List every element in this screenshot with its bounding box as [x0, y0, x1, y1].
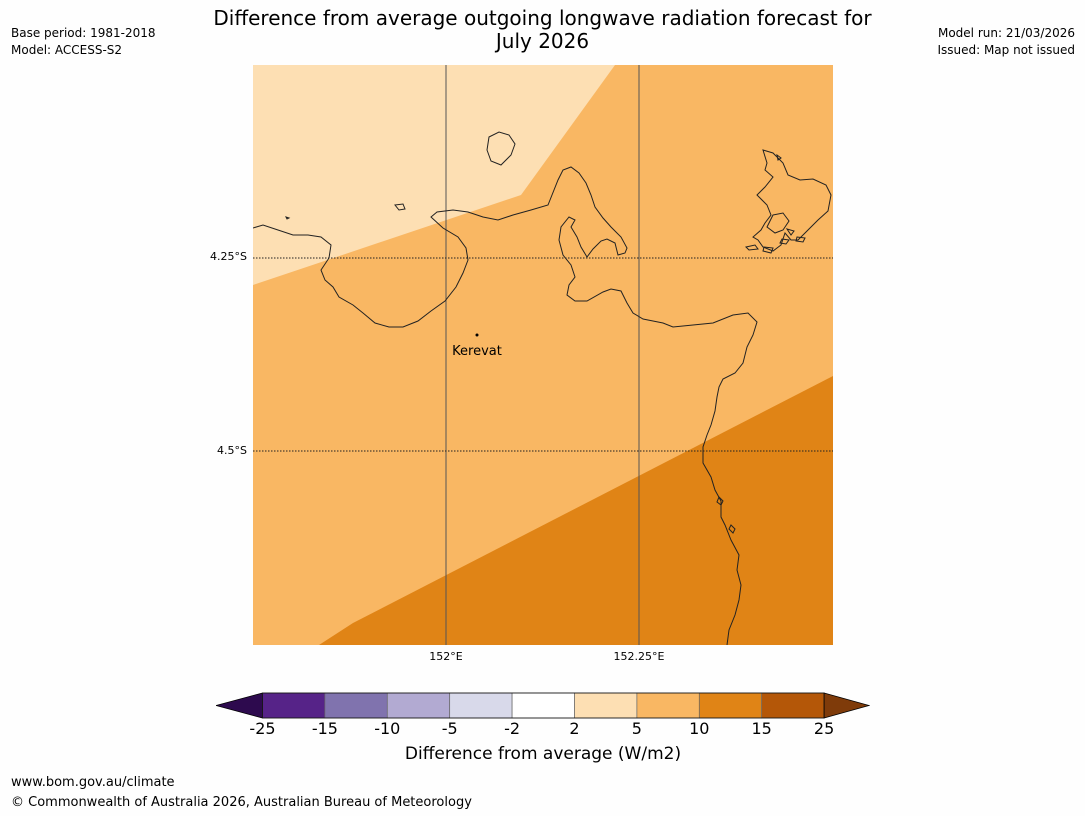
coastline-islet-j [728, 524, 736, 534]
colorbar-tick-label: -15 [311, 719, 338, 738]
colorbar-tick-label: -2 [504, 719, 521, 738]
title-line-1: Difference from average outgoing longwav… [213, 6, 872, 30]
kerevat-label: Kerevat [452, 344, 502, 359]
colorbar-tick-label: 5 [631, 719, 642, 738]
colorbar-segment [262, 692, 326, 719]
colorbar-label: Difference from average (W/m2) [404, 744, 682, 764]
title-line-2: July 2026 [495, 29, 590, 53]
coastline-duke-of-york-east [752, 149, 832, 252]
coastline-islet-c [745, 244, 759, 251]
colorbar-segment [636, 692, 700, 719]
colorbar-segment [761, 692, 825, 719]
meta-left: Base period: 1981-2018 Model: ACCESS-S2 [11, 25, 156, 59]
colorbar-tick-label: 15 [751, 719, 772, 738]
coastline-islet-i [716, 496, 724, 506]
kerevat-marker [475, 333, 479, 337]
coastline-islet-b [285, 216, 291, 220]
coastline [253, 131, 832, 645]
colorbar-segment [698, 692, 763, 719]
model-name: Model: ACCESS-S2 [11, 43, 123, 57]
lon-label-152-25: 152.25°E [613, 650, 665, 663]
colorbar-tick-label: -5 [441, 719, 458, 738]
colorbar-extend-low [216, 692, 263, 719]
model-run: Model run: 21/03/2026 [937, 26, 1075, 40]
footer-copyright: © Commonwealth of Australia 2026, Austra… [11, 795, 472, 810]
colorbar-outline [262, 692, 825, 719]
coastline-main [253, 166, 758, 645]
forecast-map: Kerevat [253, 65, 833, 645]
colorbar-segment [511, 692, 575, 719]
coastline-islet-d [762, 246, 774, 254]
lon-label-152: 152°E [429, 650, 463, 663]
colorbar-segment [449, 692, 513, 719]
colorbar-segment [386, 692, 451, 719]
lat-label-4-5: 4.5°S [217, 444, 247, 457]
colorbar-tick-label: -25 [249, 719, 276, 738]
coastline-islet-f [785, 228, 795, 236]
lat-label-4-25: 4.25°S [210, 250, 247, 263]
coastline-islet-h [776, 153, 782, 161]
band-2-5 [253, 65, 615, 285]
coastline-islet-e [779, 238, 790, 245]
colorbar [216, 692, 870, 719]
colorbar-tick-label: 10 [689, 719, 710, 738]
colorbar-segment [574, 692, 638, 719]
colorbar-tick-label: 2 [569, 719, 580, 738]
coastline-duke-of-york-spur [766, 212, 790, 234]
footer-url[interactable]: www.bom.gov.au/climate [11, 775, 175, 790]
colorbar-tick-label: 25 [813, 719, 835, 738]
coastline-small-island-north [486, 131, 516, 166]
map-title: Difference from average outgoing longwav… [190, 7, 895, 53]
coastline-islet-a [394, 203, 406, 211]
base-period: Base period: 1981-2018 [11, 26, 156, 40]
meta-right: Model run: 21/03/2026 Issued: Map not is… [937, 25, 1075, 59]
issued-status: Issued: Map not issued [937, 43, 1075, 57]
colorbar-segment [324, 692, 388, 719]
coastline-islet-g [795, 236, 806, 243]
colorbar-tick-label: -10 [374, 719, 401, 738]
colorbar-extend-high [823, 692, 870, 719]
